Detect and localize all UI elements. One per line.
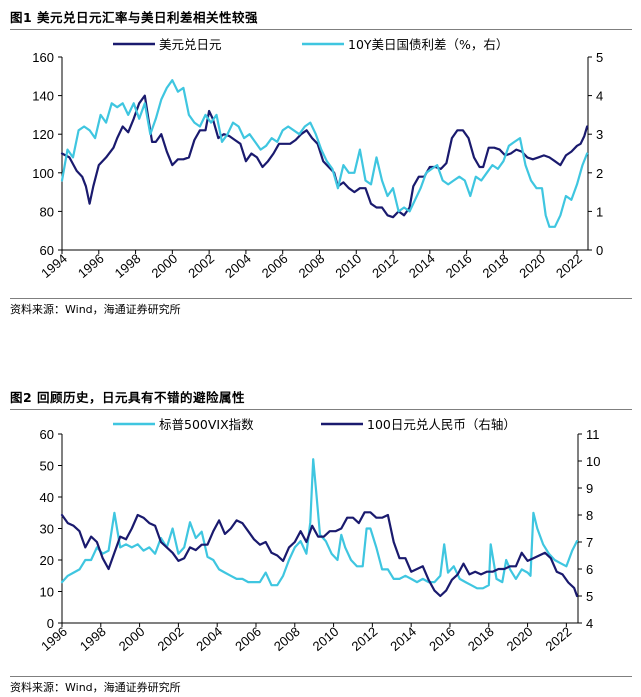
chart1-left-tick-label: 120 (32, 127, 54, 142)
chart1-right-tick-label: 1 (596, 204, 603, 219)
chart1-right-tick-label: 4 (596, 89, 603, 104)
chart1-x-tick-label: 2022 (553, 251, 585, 281)
chart2-x-tick-label: 2020 (504, 624, 536, 654)
chart2-bottom-rule (10, 676, 632, 677)
chart2-left-tick-label: 60 (40, 427, 54, 442)
chart2-x-tick-label: 2016 (426, 624, 458, 654)
chart2-right-tick-label: 7 (586, 535, 593, 550)
chart1-left-tick-label: 100 (32, 166, 54, 181)
chart1-x-tick-label: 2020 (516, 251, 548, 281)
chart2-x-tick-label: 2010 (310, 624, 342, 654)
chart2-x-tick-label: 1998 (77, 624, 109, 654)
chart1-legend-label-2: 10Y美日国债利差（%，右） (348, 37, 508, 52)
chart2-right-tick-label: 11 (586, 427, 600, 442)
chart2-x-tick-label: 2004 (193, 624, 225, 654)
chart2-series-1-line (60, 458, 579, 590)
chart2-right-tick-label: 5 (586, 589, 593, 604)
chart1-left-tick-label: 160 (32, 50, 54, 65)
chart2-right-tick-label: 6 (586, 562, 593, 577)
chart2-x-tick-label: 2008 (271, 624, 303, 654)
chart2-x-tick-label: 2018 (465, 624, 497, 654)
chart1-x-tick-label: 1996 (75, 251, 107, 281)
chart1-x-tick-label: 2006 (259, 251, 291, 281)
chart1-x-tick-label: 2000 (148, 251, 180, 281)
chart2-title-rule (10, 409, 632, 410)
chart2-x-tick-label: 2000 (116, 624, 148, 654)
chart2-x-tick-label: 2014 (387, 624, 419, 654)
chart1-right-tick-label: 3 (596, 127, 603, 142)
chart1-x-tick-label: 2018 (480, 251, 512, 281)
chart1-left-tick-label: 80 (40, 204, 54, 219)
chart2-left-tick-label: 40 (40, 490, 54, 505)
chart1-series-2-line (60, 79, 589, 228)
chart2-left-tick-label: 50 (40, 459, 54, 474)
chart1-x-tick-label: 2008 (296, 251, 328, 281)
chart2-x-tick-label: 2006 (232, 624, 264, 654)
chart2-left-tick-label: 0 (47, 616, 54, 631)
chart2-left-tick-label: 10 (40, 585, 54, 600)
chart1-bottom-rule (10, 298, 632, 299)
chart1-source: 资料来源：Wind，海通证券研究所 (10, 303, 181, 316)
chart1-right-tick-label: 0 (596, 243, 603, 258)
chart2-left-tick-label: 20 (40, 553, 54, 568)
chart1-left-tick-label: 60 (40, 243, 54, 258)
chart1-x-tick-label: 2014 (406, 251, 438, 281)
chart1-x-tick-label: 2004 (222, 251, 254, 281)
chart1-title: 图1 美元兑日元汇率与美日利差相关性较强 (10, 10, 259, 25)
chart1-x-tick-label: 2010 (332, 251, 364, 281)
chart2-legend-label-2: 100日元兑人民币（右轴） (367, 417, 516, 432)
chart2-series-2-line (60, 511, 579, 598)
chart2-right-tick-label: 8 (586, 508, 593, 523)
chart2-left-tick-label: 30 (40, 522, 54, 537)
chart1-left-tick-label: 140 (32, 89, 54, 104)
chart1-title-rule (10, 29, 632, 30)
chart2-right-tick-label: 10 (586, 454, 600, 469)
chart1-right-tick-label: 5 (596, 50, 603, 65)
chart1-x-tick-label: 2016 (443, 251, 475, 281)
chart2-right-tick-label: 4 (586, 616, 593, 631)
chart2-legend-label-1: 标普500VIX指数 (159, 417, 254, 432)
chart1-x-tick-label: 2012 (369, 251, 401, 281)
chart2-x-tick-label: 1996 (38, 624, 70, 654)
chart1-legend-label-1: 美元兑日元 (159, 37, 222, 52)
chart2-title: 图2 回顾历史，日元具有不错的避险属性 (10, 390, 246, 405)
chart2-x-tick-label: 2002 (155, 624, 187, 654)
chart2-source: 资料来源：Wind，海通证券研究所 (10, 681, 181, 694)
chart2-right-tick-label: 9 (586, 481, 593, 496)
chart1-x-tick-label: 1998 (112, 251, 144, 281)
chart2-x-tick-label: 2022 (542, 624, 574, 654)
chart1-right-tick-label: 2 (596, 166, 603, 181)
chart1-x-tick-label: 2002 (185, 251, 217, 281)
chart2-x-tick-label: 2012 (349, 624, 381, 654)
